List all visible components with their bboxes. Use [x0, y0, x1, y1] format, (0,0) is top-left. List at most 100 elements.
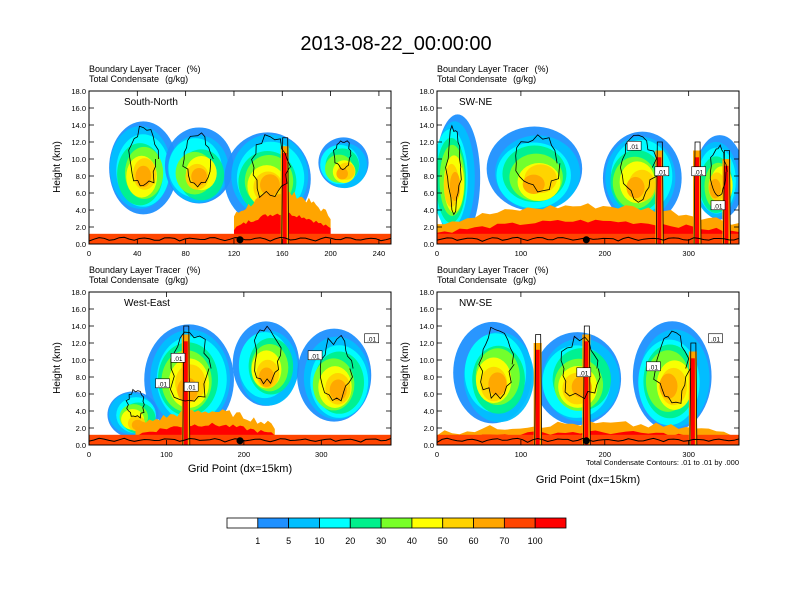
- condensate-contour: [319, 334, 354, 402]
- tracer-blob: [709, 178, 721, 199]
- y-tick-label: 4.0: [76, 407, 86, 416]
- location-marker: [236, 437, 244, 445]
- convective-tower-core: [183, 341, 188, 445]
- panel-name: NW-SE: [459, 298, 492, 309]
- condensate-contour: [182, 132, 214, 188]
- convective-tower-core: [657, 157, 662, 244]
- contour-label: .01: [311, 353, 320, 360]
- y-tick-label: 12.0: [419, 339, 434, 348]
- y-tick-label: 10.0: [71, 155, 86, 164]
- y-tick-label: 4.0: [424, 407, 434, 416]
- y-tick-label: 16.0: [71, 104, 86, 113]
- panel-frame: [88, 90, 392, 245]
- panel-nw-se: .01 .01 .01: [437, 292, 739, 445]
- panel-1-contour-title: Total Condensate (g/kg): [89, 74, 188, 84]
- y-tick-label: 0.0: [76, 240, 86, 249]
- y-tick-label: 0.0: [424, 441, 434, 450]
- convective-tower-core: [535, 349, 540, 445]
- colorbar-box: [380, 517, 413, 529]
- y-tick-label: 2.0: [76, 424, 86, 433]
- tower-contour: [693, 141, 702, 244]
- colorbar-box: [503, 517, 536, 529]
- y-tick-label: 0.0: [76, 441, 86, 450]
- x-tick-label: 100: [160, 450, 173, 459]
- tracer-blob: [626, 176, 645, 199]
- condensate-contour: [619, 134, 658, 203]
- contour-label-box: [654, 166, 670, 177]
- panel-name: South-North: [124, 97, 178, 108]
- condensate-contour: [333, 140, 352, 171]
- y-axis-label-panel-2: Height (km): [400, 141, 411, 193]
- y-tick-label: 2.0: [424, 424, 434, 433]
- x-tick-label: 80: [181, 249, 189, 258]
- condensate-contour: [253, 325, 282, 385]
- panel-2-shaded-title: Boundary Layer Tracer (%): [437, 64, 549, 74]
- y-tick-label: 8.0: [76, 373, 86, 382]
- x-tick-label: 200: [599, 450, 612, 459]
- contour-label-box: [691, 166, 707, 177]
- location-marker: [236, 236, 244, 244]
- x-tick-label: 100: [515, 450, 528, 459]
- panel-3-contour-title: Total Condensate (g/kg): [89, 275, 188, 285]
- colorbar-label: 50: [438, 536, 448, 546]
- panel-south-north: [89, 91, 391, 244]
- panel-headers: Boundary Layer Tracer (%) Total Condensat…: [89, 64, 549, 285]
- tracer-blob: [522, 174, 545, 195]
- colorbar-label: 70: [499, 536, 509, 546]
- colorbar-box: [473, 517, 505, 529]
- contour-label: .01: [630, 144, 639, 151]
- y-tick-label: 18.0: [71, 288, 86, 297]
- colorbar-box: [534, 517, 567, 529]
- contour-label-box: [170, 352, 186, 363]
- panel-name: SW-NE: [459, 97, 492, 108]
- y-tick-label: 16.0: [419, 305, 434, 314]
- contour-label-box: [710, 200, 726, 211]
- tower-contour: [281, 137, 290, 244]
- x-tick-label: 200: [324, 249, 337, 258]
- tracer-blob: [260, 174, 280, 196]
- y-tick-label: 6.0: [424, 390, 434, 399]
- contour-label-box: [307, 350, 323, 361]
- panel-frame: [436, 90, 740, 245]
- x-tick-label: 160: [276, 249, 289, 258]
- colorbar-box: [288, 517, 320, 529]
- y-tick-label: 16.0: [71, 305, 86, 314]
- convective-tower-core: [695, 157, 700, 244]
- y-tick-label: 2.0: [76, 223, 86, 232]
- x-tick-label: 40: [133, 249, 141, 258]
- x-axis-label-panel-3: Grid Point (dx=15km): [188, 463, 292, 475]
- tracer-blob: [336, 167, 348, 180]
- contour-label-box: [708, 333, 723, 344]
- tower-contour: [655, 141, 664, 244]
- convective-tower-core: [724, 165, 729, 244]
- y-tick-label: 6.0: [76, 189, 86, 198]
- contour-label: .01: [711, 336, 720, 343]
- panel-1-shaded-title: Boundary Layer Tracer (%): [89, 64, 201, 74]
- panels: South-North 0.0 2.0 4.0 6.0 8.0 10.0 12.0 14.0 16…: [71, 87, 740, 459]
- contour-label: .01: [187, 385, 196, 392]
- y-tick-label: 10.0: [419, 356, 434, 365]
- panel-3-shaded-title: Boundary Layer Tracer (%): [89, 265, 201, 275]
- y-tick-label: 10.0: [71, 356, 86, 365]
- contour-label: .01: [579, 370, 588, 377]
- x-tick-label: 0: [435, 450, 439, 459]
- y-tick-label: 14.0: [71, 322, 86, 331]
- x-tick-label: 300: [682, 249, 695, 258]
- contour-label: .01: [174, 356, 183, 363]
- convective-tower-core: [282, 153, 287, 244]
- panel-4-shaded-title: Boundary Layer Tracer (%): [437, 265, 549, 275]
- colorbar-label: 5: [286, 536, 291, 546]
- contour-label-box: [626, 140, 642, 151]
- x-axis-label-panel-4: Grid Point (dx=15km): [536, 474, 640, 486]
- colorbar-box: [442, 517, 474, 529]
- tower-contour: [689, 342, 698, 445]
- tracer-blob: [258, 367, 275, 387]
- contour-label: .01: [657, 169, 666, 176]
- contour-label: .01: [158, 381, 167, 388]
- y-tick-label: 14.0: [419, 121, 434, 130]
- y-tick-label: 4.0: [76, 206, 86, 215]
- y-tick-label: 6.0: [76, 390, 86, 399]
- y-tick-label: 12.0: [71, 339, 86, 348]
- contour-label-box: [646, 361, 661, 372]
- location-marker: [582, 437, 590, 445]
